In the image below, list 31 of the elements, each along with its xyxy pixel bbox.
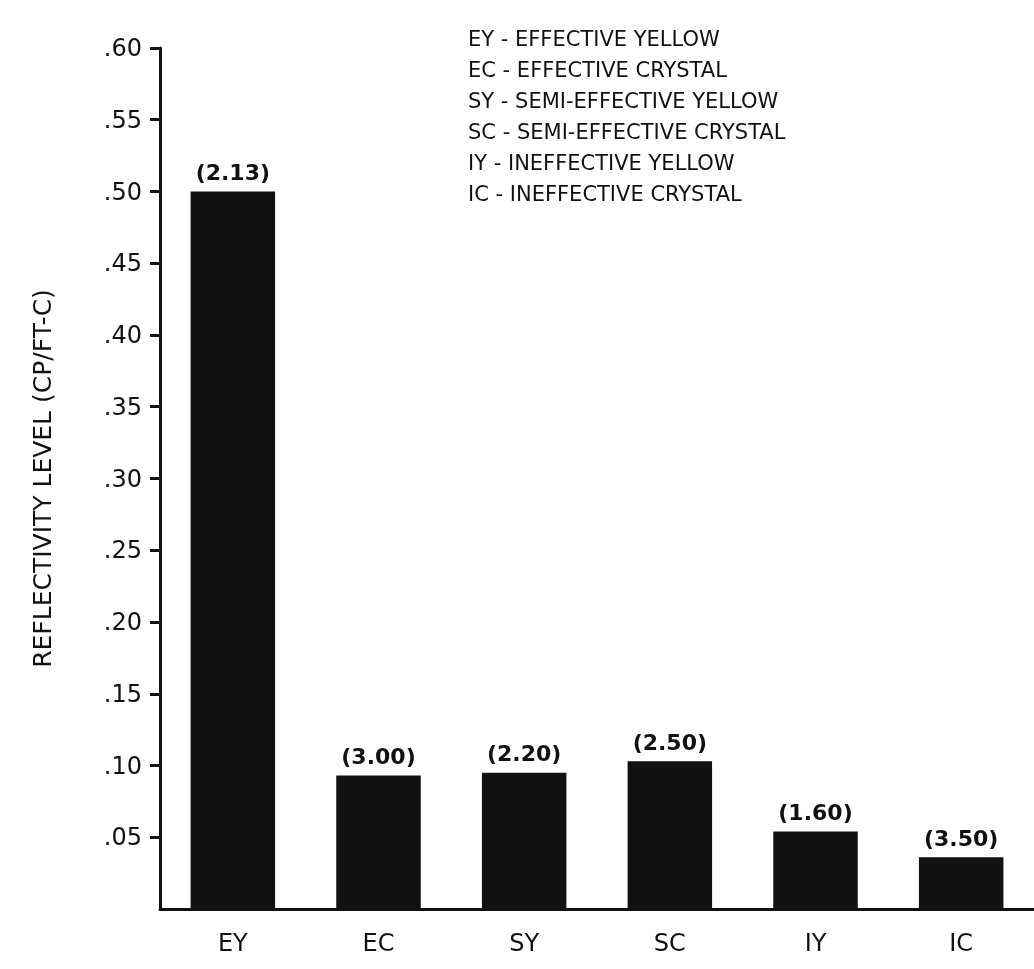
y-tick-label: .20 [103, 608, 142, 636]
annotation: IC - INEFFECTIVE CRYSTAL [468, 181, 743, 206]
annotation: (2.20) [486, 741, 562, 767]
annotation: SC - SEMI-EFFECTIVE CRYSTAL [468, 119, 786, 144]
y-tick-label: .40 [103, 321, 142, 349]
y-tick-label: .50 [103, 177, 142, 206]
y-tick-label: .05 [103, 823, 142, 852]
annotation: EY - EFFECTIVE YELLOW [468, 26, 720, 51]
x-tick-label: SY [509, 929, 540, 957]
x-tick-label: IY [804, 929, 827, 957]
x-tick-label: SC [653, 929, 686, 957]
annotation: (2.13) [195, 160, 271, 185]
y-tick-label: .60 [103, 34, 142, 62]
annotation: (3.50) [923, 825, 999, 851]
annotation: (3.00) [341, 744, 416, 770]
y-tick-label: .35 [103, 392, 142, 421]
annotation: SY - SEMI-EFFECTIVE YELLOW [468, 88, 779, 113]
annotation: EC - EFFECTIVE CRYSTAL [468, 57, 728, 82]
y-tick-label: .15 [103, 679, 142, 708]
y-tick-label: .55 [103, 105, 142, 134]
x-tick-label: IC [949, 929, 974, 957]
x-tick-label: EY [217, 929, 249, 957]
annotation: (1.60) [778, 800, 853, 826]
annotation: IY - INEFFECTIVE YELLOW [468, 150, 735, 175]
y-axis-title: REFLECTIVITY LEVEL (CP/FT-C) [28, 289, 57, 668]
y-tick-label: .30 [103, 464, 142, 493]
y-tick-label: .45 [103, 249, 142, 278]
y-tick-label: .10 [103, 751, 142, 780]
y-tick-label: .25 [103, 536, 142, 565]
x-tick-label: EC [362, 929, 395, 957]
annotation: (2.50) [632, 729, 708, 755]
